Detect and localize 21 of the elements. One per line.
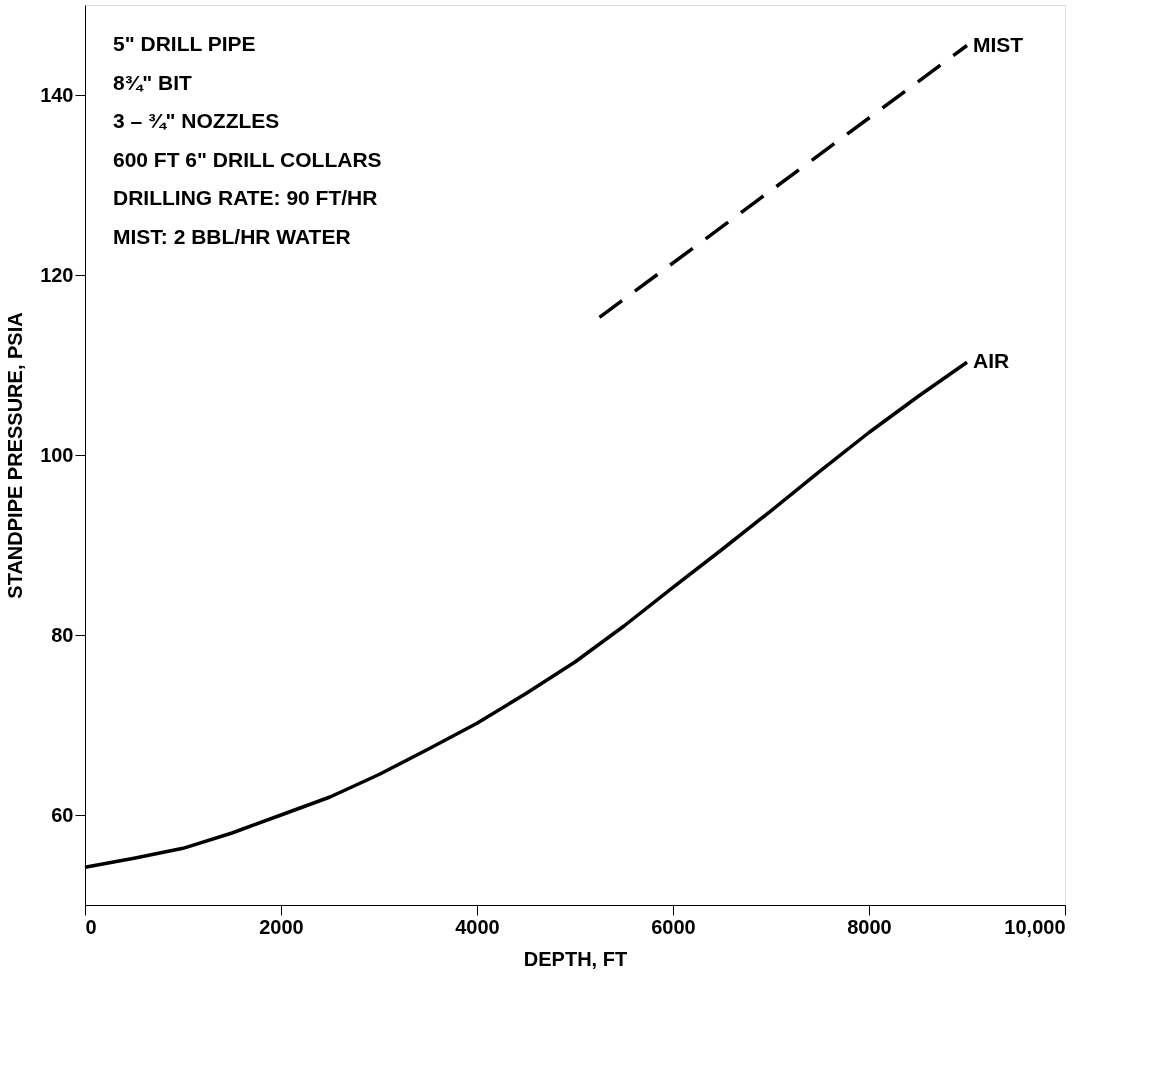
annotation: MIST: 2 BBL/HR WATER [113, 224, 351, 248]
y-tick-label: 120 [40, 263, 74, 286]
annotation: 3 – ¾" NOZZLES [113, 109, 280, 132]
series-label: MIST [973, 32, 1024, 56]
y-tick-label: 60 [51, 803, 74, 826]
x-tick-label: 2000 [259, 915, 304, 938]
x-tick-label: 0 [85, 915, 97, 938]
annotation: DRILLING RATE: 90 FT/HR [113, 186, 378, 209]
x-tick-label: 10,000 [1004, 915, 1066, 938]
x-tick-label: 6000 [651, 915, 696, 938]
y-tick-label: 140 [40, 83, 74, 106]
annotation: 600 FT 6" DRILL COLLARS [113, 147, 382, 171]
series-label: AIR [973, 349, 1010, 373]
y-tick-label: 100 [40, 443, 74, 466]
x-tick-label: 4000 [455, 915, 500, 938]
annotation: 8¾" BIT [113, 70, 192, 94]
annotation: 5" DRILL PIPE [113, 32, 256, 55]
x-tick-label: 8000 [847, 915, 892, 938]
y-axis-title: STANDPIPE PRESSURE, PSIA [4, 312, 27, 599]
x-axis-title: DEPTH, FT [523, 947, 628, 970]
y-tick-label: 80 [51, 623, 74, 646]
